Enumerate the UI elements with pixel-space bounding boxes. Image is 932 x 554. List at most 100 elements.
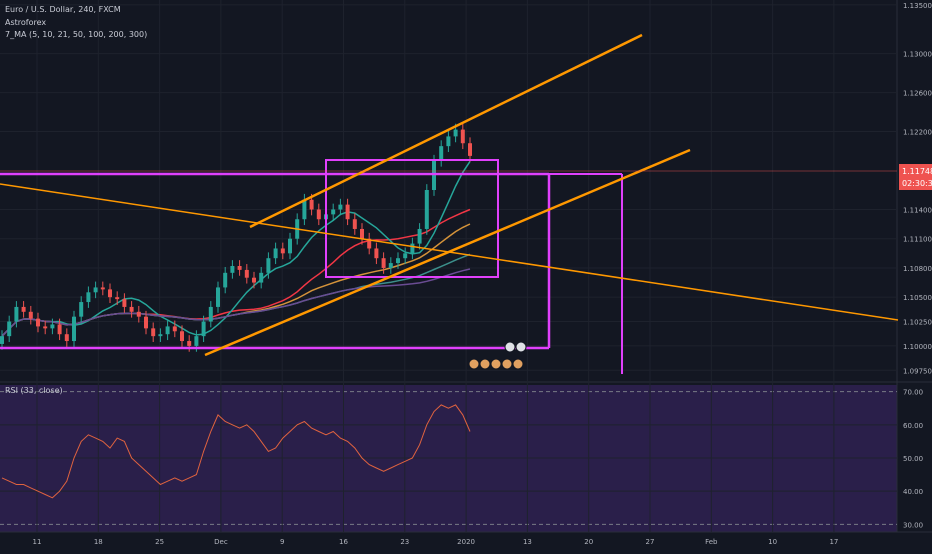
candle-body — [36, 318, 40, 327]
time-tick-label: Feb — [705, 538, 718, 546]
candles — [0, 123, 472, 352]
price-tick-label: 1.10250 — [903, 319, 932, 327]
time-tick-label: 11 — [33, 538, 42, 546]
candle-body — [7, 321, 12, 337]
rsi-axis[interactable]: 70.00 60.00 50.00 40.00 30.00 — [903, 389, 923, 530]
candle-body — [79, 302, 84, 317]
channel-lower-line[interactable] — [204, 148, 691, 357]
candle-body — [439, 146, 444, 161]
time-tick-label: 20 — [584, 538, 593, 546]
candle-body — [338, 204, 343, 210]
price-axis[interactable]: 1.13500 1.13000 1.12600 1.12200 1.11400 1.111… — [903, 2, 932, 375]
candle-body — [43, 326, 48, 329]
moving-average-line — [1, 160, 471, 337]
candle-body — [158, 334, 163, 337]
candle-body — [237, 266, 242, 270]
candle-body — [136, 311, 141, 317]
candle-body — [151, 328, 156, 337]
candle-body — [14, 306, 19, 322]
price-tick-label: 1.13000 — [903, 51, 932, 59]
candle-body — [417, 228, 422, 244]
channel-upper-line[interactable] — [249, 33, 643, 229]
candle-body — [50, 324, 55, 329]
candle-body — [172, 326, 177, 332]
rsi-layer — [1, 404, 471, 499]
candle-body — [64, 334, 69, 342]
candle-body — [223, 272, 228, 288]
event-marker-icon[interactable] — [504, 341, 516, 353]
price-badge: 1.11748 02:30:30 — [899, 164, 932, 190]
time-tick-label: 9 — [280, 538, 284, 546]
candle-body — [345, 204, 350, 220]
indicator-label: 7_MA (5, 10, 21, 50, 100, 200, 300) — [5, 30, 148, 39]
time-tick-label: 18 — [94, 538, 103, 546]
candle-body — [144, 316, 148, 329]
candle-body — [288, 238, 292, 254]
price-tick-label: 1.10500 — [903, 294, 932, 302]
price-tick-label: 1.09750 — [903, 367, 932, 375]
event-markers[interactable] — [468, 341, 527, 370]
time-tick-label: 2020 — [457, 538, 475, 546]
event-marker-icon[interactable] — [490, 358, 502, 370]
candle-body — [446, 136, 451, 147]
candle-body — [252, 277, 256, 283]
rsi-tick-label: 50.00 — [903, 455, 923, 463]
time-axis[interactable]: 11 18 25 Dec 9 16 23 2020 13 20 27 Feb 10 17 — [33, 538, 839, 546]
time-tick-label: 23 — [400, 538, 409, 546]
candle-body — [266, 258, 271, 273]
price-tick-label: 1.12200 — [903, 129, 932, 137]
time-tick-label: 13 — [523, 538, 532, 546]
candle-body — [432, 160, 436, 190]
price-tick-label: 1.13500 — [903, 2, 932, 10]
candle-body — [280, 248, 285, 254]
candle-body — [208, 306, 213, 322]
candle-body — [403, 253, 408, 259]
candle-body — [129, 306, 134, 312]
rsi-label: RSI (33, close) — [5, 386, 63, 395]
candle-body — [410, 243, 415, 254]
candle-body — [331, 209, 336, 215]
candle-body — [187, 341, 192, 346]
rsi-tick-label: 60.00 — [903, 422, 923, 430]
rsi-tick-label: 40.00 — [903, 488, 923, 496]
drawings[interactable] — [0, 33, 899, 374]
candle-body — [216, 287, 220, 307]
candle-body — [115, 297, 120, 300]
event-marker-icon[interactable] — [512, 358, 524, 370]
candle-body — [367, 238, 372, 249]
consolidation-box[interactable] — [325, 159, 499, 278]
candle-body — [424, 190, 429, 229]
candle-body — [93, 287, 98, 293]
event-marker-icon[interactable] — [479, 358, 491, 370]
candle-body — [244, 269, 249, 278]
candle-body — [453, 129, 458, 137]
time-tick-label: 16 — [339, 538, 348, 546]
candle-body — [108, 289, 112, 298]
candle-body — [122, 299, 127, 307]
price-tick-label: 1.10000 — [903, 343, 932, 351]
candle-body — [165, 326, 170, 335]
candle-body — [201, 321, 206, 337]
candle-body — [396, 258, 400, 264]
candle-body — [194, 336, 199, 346]
candle-body — [230, 266, 235, 273]
rsi-tick-label: 70.00 — [903, 389, 923, 397]
event-marker-icon[interactable] — [501, 358, 513, 370]
candle-body — [374, 248, 379, 259]
candle-body — [468, 143, 472, 156]
candle-body — [309, 199, 314, 210]
candle-body — [180, 331, 184, 342]
candle-body — [388, 263, 393, 268]
symbol-title: Euro / U.S. Dollar, 240, FXCM — [5, 5, 121, 14]
candle-body — [360, 228, 364, 239]
moving-average-line — [1, 268, 471, 337]
event-marker-icon[interactable] — [468, 358, 480, 370]
rsi-tick-label: 30.00 — [903, 521, 923, 529]
candle-body — [302, 199, 307, 220]
candle-body — [72, 316, 76, 342]
candle-body — [0, 336, 4, 344]
time-tick-label: 17 — [829, 538, 838, 546]
event-marker-icon[interactable] — [515, 341, 527, 353]
